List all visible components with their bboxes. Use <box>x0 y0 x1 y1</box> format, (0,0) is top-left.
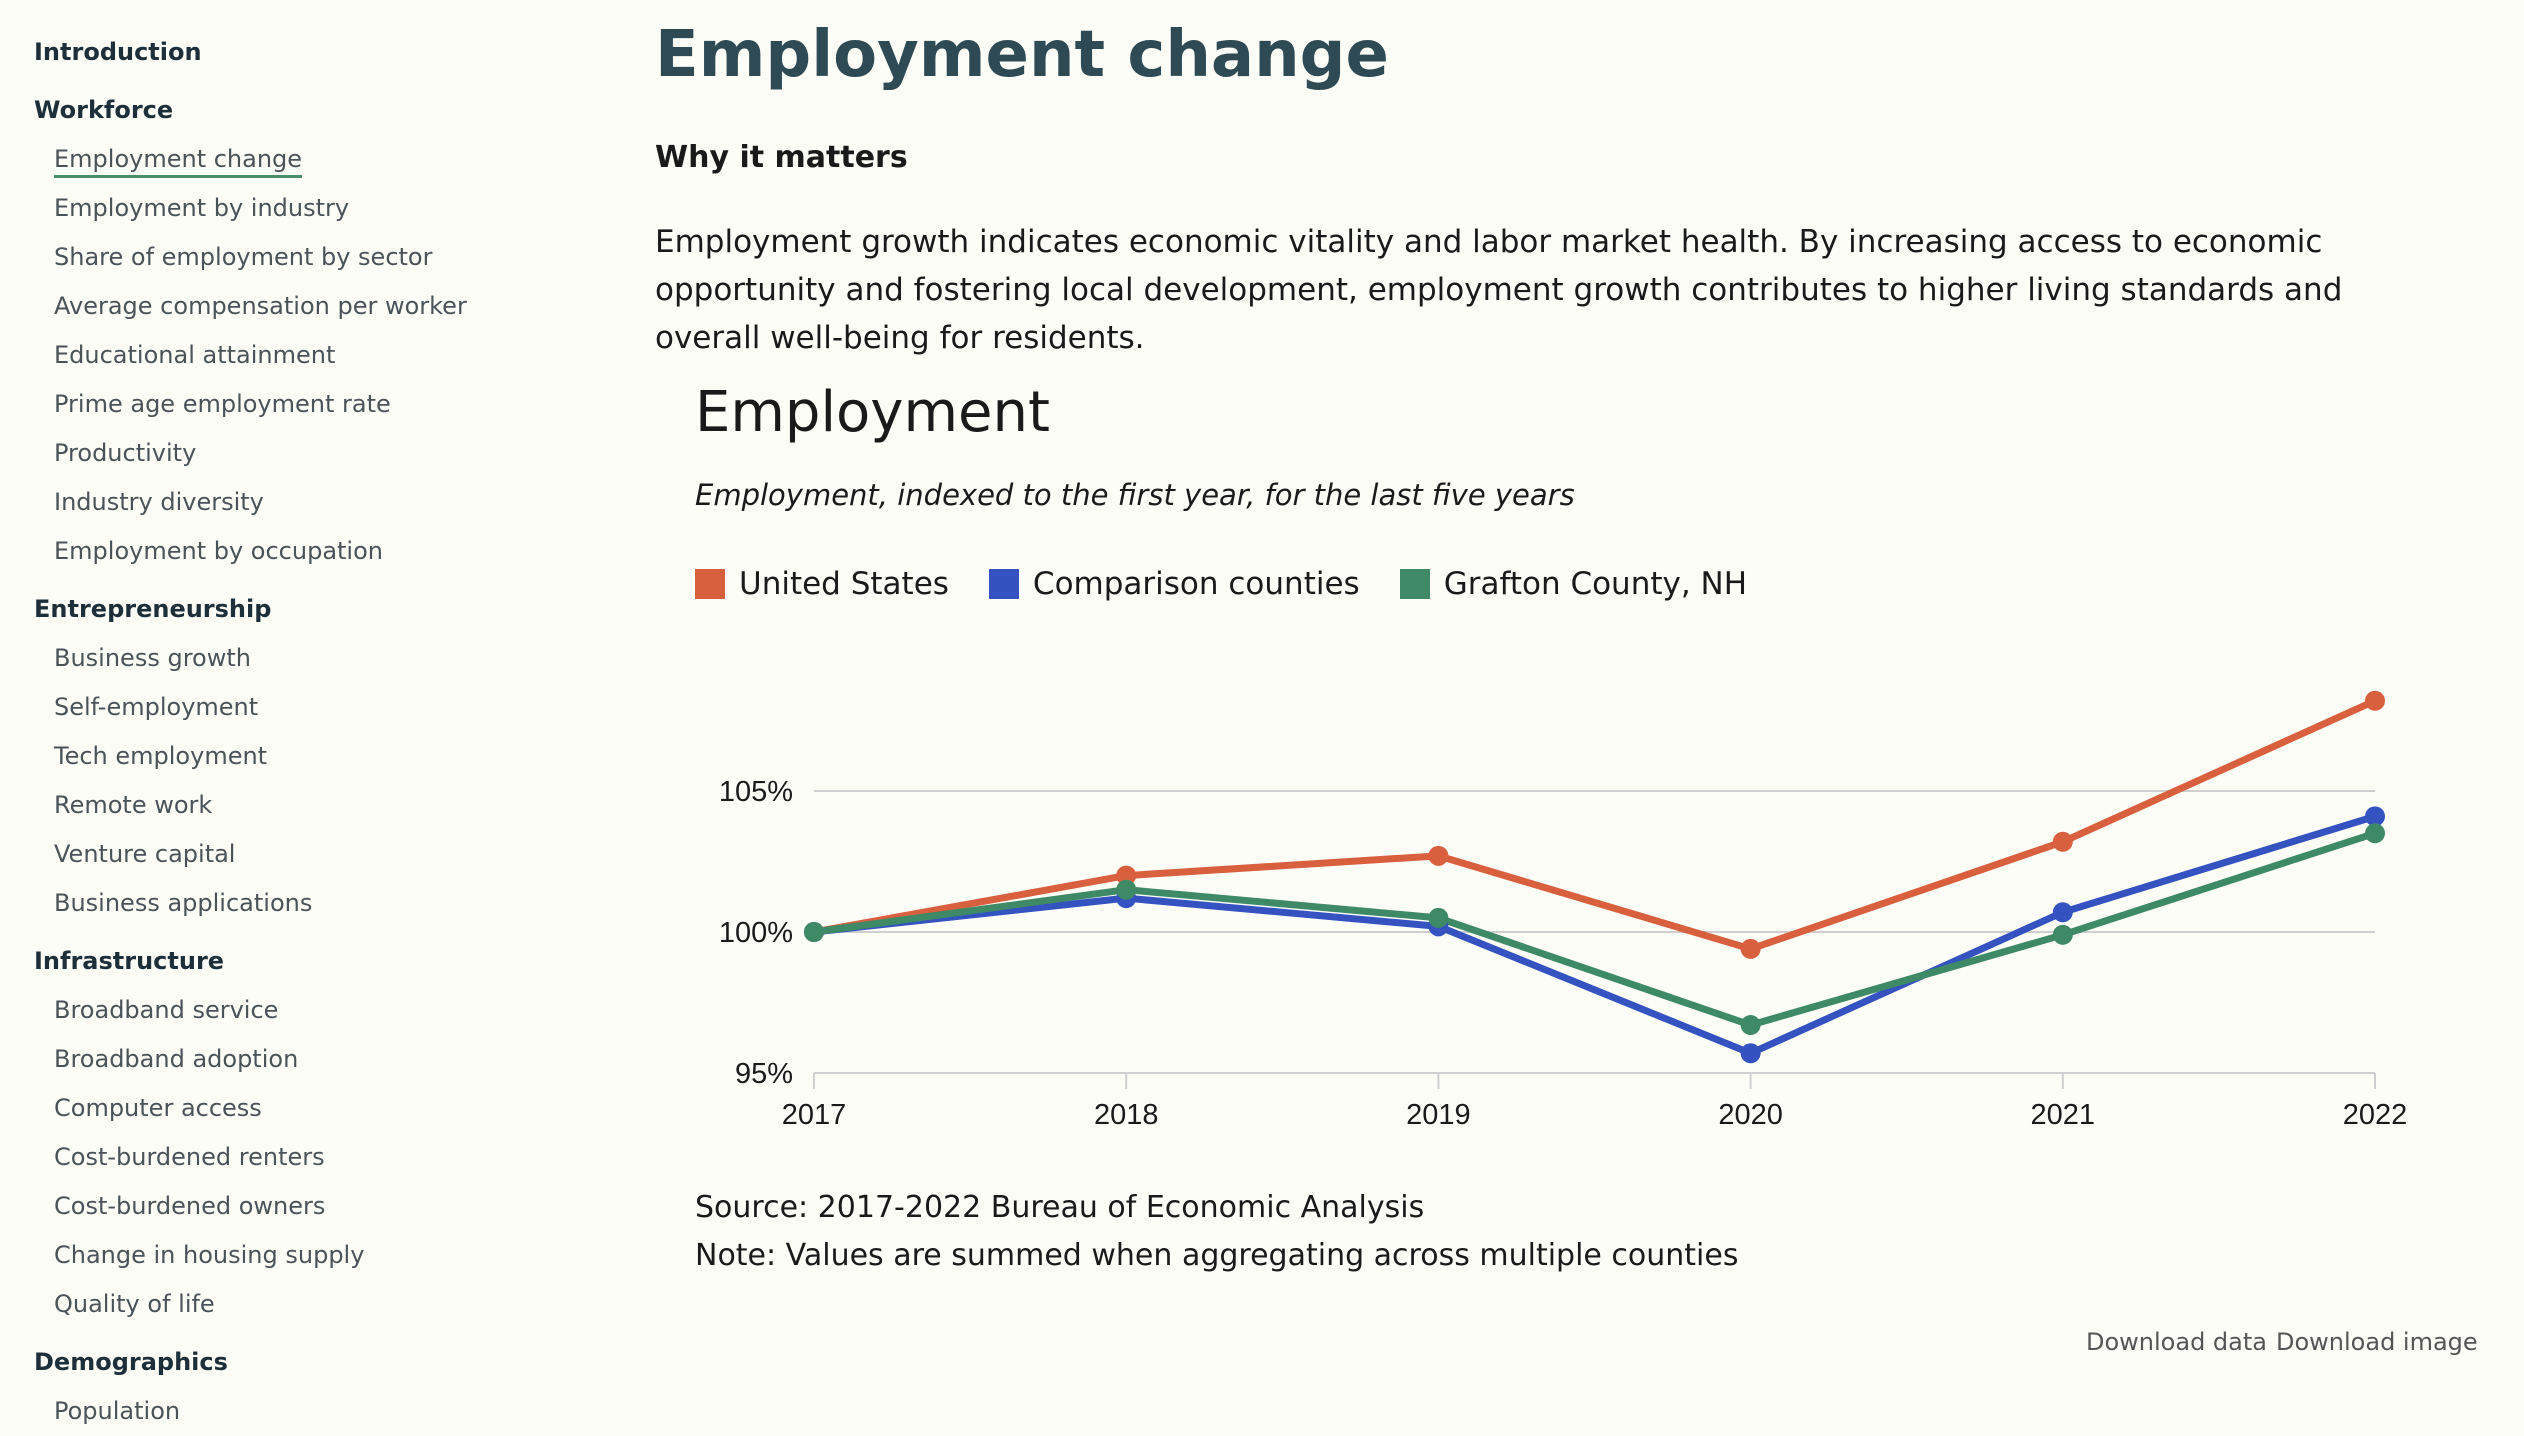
legend-swatch <box>695 569 725 599</box>
x-tick-label: 2017 <box>782 1099 847 1131</box>
sidebar-item-computer-access[interactable]: Computer access <box>34 1084 594 1133</box>
sidebar-item-industry-diversity[interactable]: Industry diversity <box>34 478 594 527</box>
sidebar-item-label: Share of employment by sector <box>54 243 433 271</box>
sidebar-item-cost-burdened-owners[interactable]: Cost-burdened owners <box>34 1182 594 1231</box>
chart-subtitle: Employment, indexed to the first year, f… <box>695 478 1575 512</box>
data-point <box>1740 938 1761 959</box>
sidebar-section-introduction[interactable]: Introduction <box>34 38 202 66</box>
legend-item[interactable]: Comparison counties <box>988 566 1360 602</box>
sidebar-item-venture-capital[interactable]: Venture capital <box>34 830 594 879</box>
sidebar-item-label: Broadband adoption <box>54 1045 299 1073</box>
sidebar-item-remote-work[interactable]: Remote work <box>34 781 594 830</box>
page-title: Employment change <box>655 18 1389 92</box>
sidebar-item-share-of-employment-by-sector[interactable]: Share of employment by sector <box>34 233 594 282</box>
sidebar-item-label: Average compensation per worker <box>54 292 467 320</box>
sidebar-item-self-employment[interactable]: Self-employment <box>34 683 594 732</box>
sidebar-section-entrepreneurship[interactable]: Entrepreneurship <box>34 595 272 623</box>
sidebar-item-change-in-housing-supply[interactable]: Change in housing supply <box>34 1231 594 1280</box>
data-point <box>2052 902 2073 923</box>
data-point <box>1116 865 1137 886</box>
x-tick-label: 2021 <box>2031 1099 2096 1131</box>
series-line <box>813 829 2377 1029</box>
legend-swatch <box>988 569 1019 599</box>
chart-legend: United States Comparison counties Grafton … <box>695 566 1747 602</box>
sidebar-item-tech-employment[interactable]: Tech employment <box>34 732 594 781</box>
sidebar-item-label: Employment by occupation <box>54 537 383 565</box>
why-it-matters-heading: Why it matters <box>655 140 908 175</box>
sidebar-item-broadband-service[interactable]: Broadband service <box>34 986 594 1035</box>
data-point <box>1740 1015 1761 1036</box>
download-image-link[interactable]: Download image <box>2276 1328 2478 1356</box>
data-point <box>1740 1043 1761 1064</box>
data-point <box>804 922 824 942</box>
sidebar-item-productivity[interactable]: Productivity <box>34 429 594 478</box>
chart-note: Note: Values are summed when aggregating… <box>695 1238 1739 1273</box>
why-it-matters-text: Employment growth indicates economic vit… <box>655 224 2343 356</box>
y-tick-label: 105% <box>719 776 793 808</box>
sidebar-item-average-compensation-per-worker[interactable]: Average compensation per worker <box>34 282 594 331</box>
data-point <box>2365 806 2385 827</box>
sidebar-item-label: Employment by industry <box>54 194 350 222</box>
sidebar-item-label: Tech employment <box>54 742 268 770</box>
chart-title: Employment <box>695 380 1050 445</box>
data-point <box>2052 831 2073 852</box>
x-tick-label: 2020 <box>1718 1099 1783 1131</box>
sidebar-item-label: Business applications <box>54 889 313 917</box>
sidebar-item-employment-by-occupation[interactable]: Employment by occupation <box>34 527 594 576</box>
sidebar-item-label: Self-employment <box>54 693 259 721</box>
sidebar-item-employment-by-industry[interactable]: Employment by industry <box>34 184 594 233</box>
sidebar-item-educational-attainment[interactable]: Educational attainment <box>34 331 594 380</box>
sidebar-item-label: Broadband service <box>54 996 279 1024</box>
sidebar-item-label: Quality of life <box>54 1290 215 1318</box>
sidebar-item-population[interactable]: Population <box>34 1387 594 1436</box>
sidebar-item-prime-age-employment-rate[interactable]: Prime age employment rate <box>34 380 594 429</box>
sidebar-section-infrastructure[interactable]: Infrastructure <box>34 947 225 975</box>
sidebar-section-demographics[interactable]: Demographics <box>34 1348 228 1376</box>
legend-label: United States <box>739 566 949 602</box>
legend-swatch <box>1399 569 1430 599</box>
employment-line-chart: 95% 100% 105% 2017 2018 2019 2020 2021 2022 <box>719 690 2408 1131</box>
data-point <box>1428 907 1449 928</box>
sidebar-item-broadband-adoption[interactable]: Broadband adoption <box>34 1035 594 1084</box>
sidebar-item-label: Population <box>54 1397 181 1425</box>
data-point <box>1428 845 1449 866</box>
sidebar-nav: Introduction Workforce Employment change Em… <box>34 28 594 1436</box>
sidebar-item-label: Venture capital <box>54 840 236 868</box>
sidebar-item-label: Change in housing supply <box>54 1241 365 1269</box>
sidebar-item-label: Cost-burdened renters <box>54 1143 325 1171</box>
data-point <box>1116 879 1137 900</box>
legend-label: Comparison counties <box>1032 566 1360 602</box>
sidebar-item-label: Business growth <box>54 644 251 672</box>
y-tick-label: 100% <box>719 917 793 949</box>
sidebar-item-label: Industry diversity <box>54 488 264 516</box>
series-line <box>813 813 2377 1057</box>
sidebar-section-workforce[interactable]: Workforce <box>34 96 174 124</box>
x-tick-label: 2022 <box>2343 1099 2408 1131</box>
legend-label: Grafton County, NH <box>1443 566 1748 602</box>
sidebar-item-label: Employment change <box>54 145 303 178</box>
download-data-link[interactable]: Download data <box>2086 1328 2267 1356</box>
sidebar-item-cost-burdened-renters[interactable]: Cost-burdened renters <box>34 1133 594 1182</box>
data-point <box>2365 690 2385 711</box>
sidebar-item-business-growth[interactable]: Business growth <box>34 634 594 683</box>
sidebar-item-label: Remote work <box>54 791 213 819</box>
data-point <box>2365 823 2385 844</box>
x-tick-label: 2018 <box>1094 1099 1159 1131</box>
sidebar-item-employment-change[interactable]: Employment change <box>34 135 594 184</box>
sidebar-item-label: Computer access <box>54 1094 262 1122</box>
series-line <box>813 697 2377 953</box>
sidebar-item-label: Cost-burdened owners <box>54 1192 326 1220</box>
legend-item[interactable]: United States <box>695 566 949 602</box>
sidebar-item-business-applications[interactable]: Business applications <box>34 879 594 928</box>
sidebar-item-label: Productivity <box>54 439 197 467</box>
sidebar-item-quality-of-life[interactable]: Quality of life <box>34 1280 594 1329</box>
legend-item[interactable]: Grafton County, NH <box>1399 566 1748 602</box>
y-tick-label: 95% <box>735 1058 793 1090</box>
data-point <box>2052 924 2073 945</box>
sidebar-item-label: Educational attainment <box>54 341 336 369</box>
chart-source: Source: 2017-2022 Bureau of Economic Ana… <box>695 1190 1425 1225</box>
sidebar-item-label: Prime age employment rate <box>54 390 391 418</box>
x-tick-label: 2019 <box>1406 1099 1471 1131</box>
